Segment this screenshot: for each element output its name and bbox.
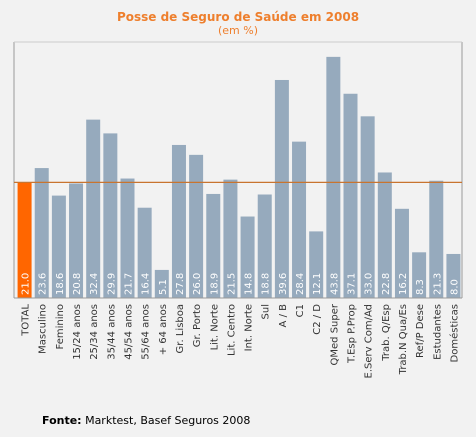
category-label: 15/24 anos: [72, 304, 83, 360]
bar: [51, 195, 66, 298]
bar: [34, 168, 49, 298]
bar-value-label: 22.8: [381, 273, 392, 295]
bar-value-label: 18.8: [261, 273, 272, 295]
bar-value-label: 32.4: [89, 273, 100, 295]
category-label: Gr. Lisboa: [175, 304, 186, 353]
category-label: T.Esp P.Prop: [347, 304, 358, 364]
bar: [17, 182, 32, 298]
category-label: Sul: [261, 304, 272, 319]
bar-value-label: 12.1: [312, 273, 323, 295]
category-label: Trab.N Qua/Es: [398, 304, 409, 375]
category-label: Domésticas: [448, 304, 460, 362]
bar: [429, 180, 444, 298]
bar: [309, 231, 324, 298]
bar-value-label: 21.3: [432, 273, 443, 295]
category-label: C2 / D: [312, 304, 323, 335]
chart-title: Posse de Seguro de Saúde em 2008: [116, 10, 360, 24]
category-label: 55/64 anos: [141, 304, 152, 360]
bar-value-label: 18.9: [209, 273, 220, 295]
category-label: Lit. Norte: [209, 304, 220, 350]
bar-value-label: 16.2: [398, 273, 409, 295]
bar: [154, 269, 169, 298]
category-label: Estudantes: [432, 304, 443, 360]
chart-subtitle: (em %): [217, 24, 258, 37]
category-label: Ref/P Dese: [415, 304, 426, 358]
category-label: Gr. Porto: [192, 304, 203, 347]
category-label: 45/54 anos: [124, 304, 135, 360]
bar: [326, 56, 341, 298]
category-label: Trab. Q/Esp: [381, 304, 392, 362]
bar: [171, 144, 186, 298]
category-label: Lit. Centro: [226, 304, 237, 356]
category-label: A / B: [278, 304, 289, 328]
bar: [206, 193, 221, 298]
source-label: Fonte:: [42, 414, 82, 427]
bar: [69, 183, 84, 298]
category-label: Feminino: [55, 304, 66, 349]
bar: [274, 79, 289, 299]
bar-value-label: 16.4: [141, 273, 152, 295]
bar: [377, 172, 392, 298]
bar-value-label: 26.0: [192, 273, 203, 295]
source-text: Marktest, Basef Seguros 2008: [81, 414, 251, 427]
bar-value-label: 5.1: [158, 279, 169, 295]
category-label: Int. Norte: [244, 304, 255, 351]
bar-value-label: 8.0: [449, 279, 460, 295]
bar-value-label: 29.9: [106, 273, 117, 295]
bar-value-label: 43.8: [329, 273, 340, 295]
bar: [103, 133, 118, 298]
bar: [257, 194, 272, 298]
bar: [412, 252, 427, 298]
bar: [360, 116, 375, 299]
bar: [446, 253, 461, 298]
category-label: Masculino: [38, 304, 49, 354]
source-note: Fonte: Marktest, Basef Seguros 2008: [42, 414, 250, 427]
bar-value-label: 37.1: [347, 273, 358, 295]
bar: [240, 216, 255, 298]
bar-value-label: 21.5: [226, 273, 237, 295]
category-label: 25/34 anos: [89, 304, 100, 360]
bar: [189, 154, 204, 298]
bar-value-label: 27.8: [175, 273, 186, 295]
bar: [86, 119, 101, 298]
bar-value-label: 8.3: [415, 279, 426, 295]
bar-value-label: 20.8: [72, 273, 83, 295]
category-label: C1: [295, 304, 306, 317]
category-label: QMed Super: [329, 303, 340, 365]
bar: [292, 141, 307, 298]
bar: [120, 178, 135, 298]
bar-value-label: 21.7: [124, 273, 135, 295]
bar-value-label: 18.6: [55, 273, 66, 295]
bar-value-label: 14.8: [244, 273, 255, 295]
bar-value-label: 21.0: [21, 273, 32, 295]
category-label: + 64 anos: [158, 304, 169, 355]
bar: [343, 93, 358, 298]
category-label: 35/44 anos: [106, 304, 117, 360]
bar-value-label: 33.0: [364, 273, 375, 295]
bar-value-label: 23.6: [38, 273, 49, 295]
bar-value-label: 28.4: [295, 273, 306, 295]
bar: [223, 179, 238, 298]
category-label: E.Serv Com/Ad: [364, 304, 375, 378]
category-label: TOTAL: [21, 304, 32, 337]
bar: [394, 208, 409, 298]
bar: [137, 207, 152, 298]
bar-value-label: 39.6: [278, 273, 289, 295]
